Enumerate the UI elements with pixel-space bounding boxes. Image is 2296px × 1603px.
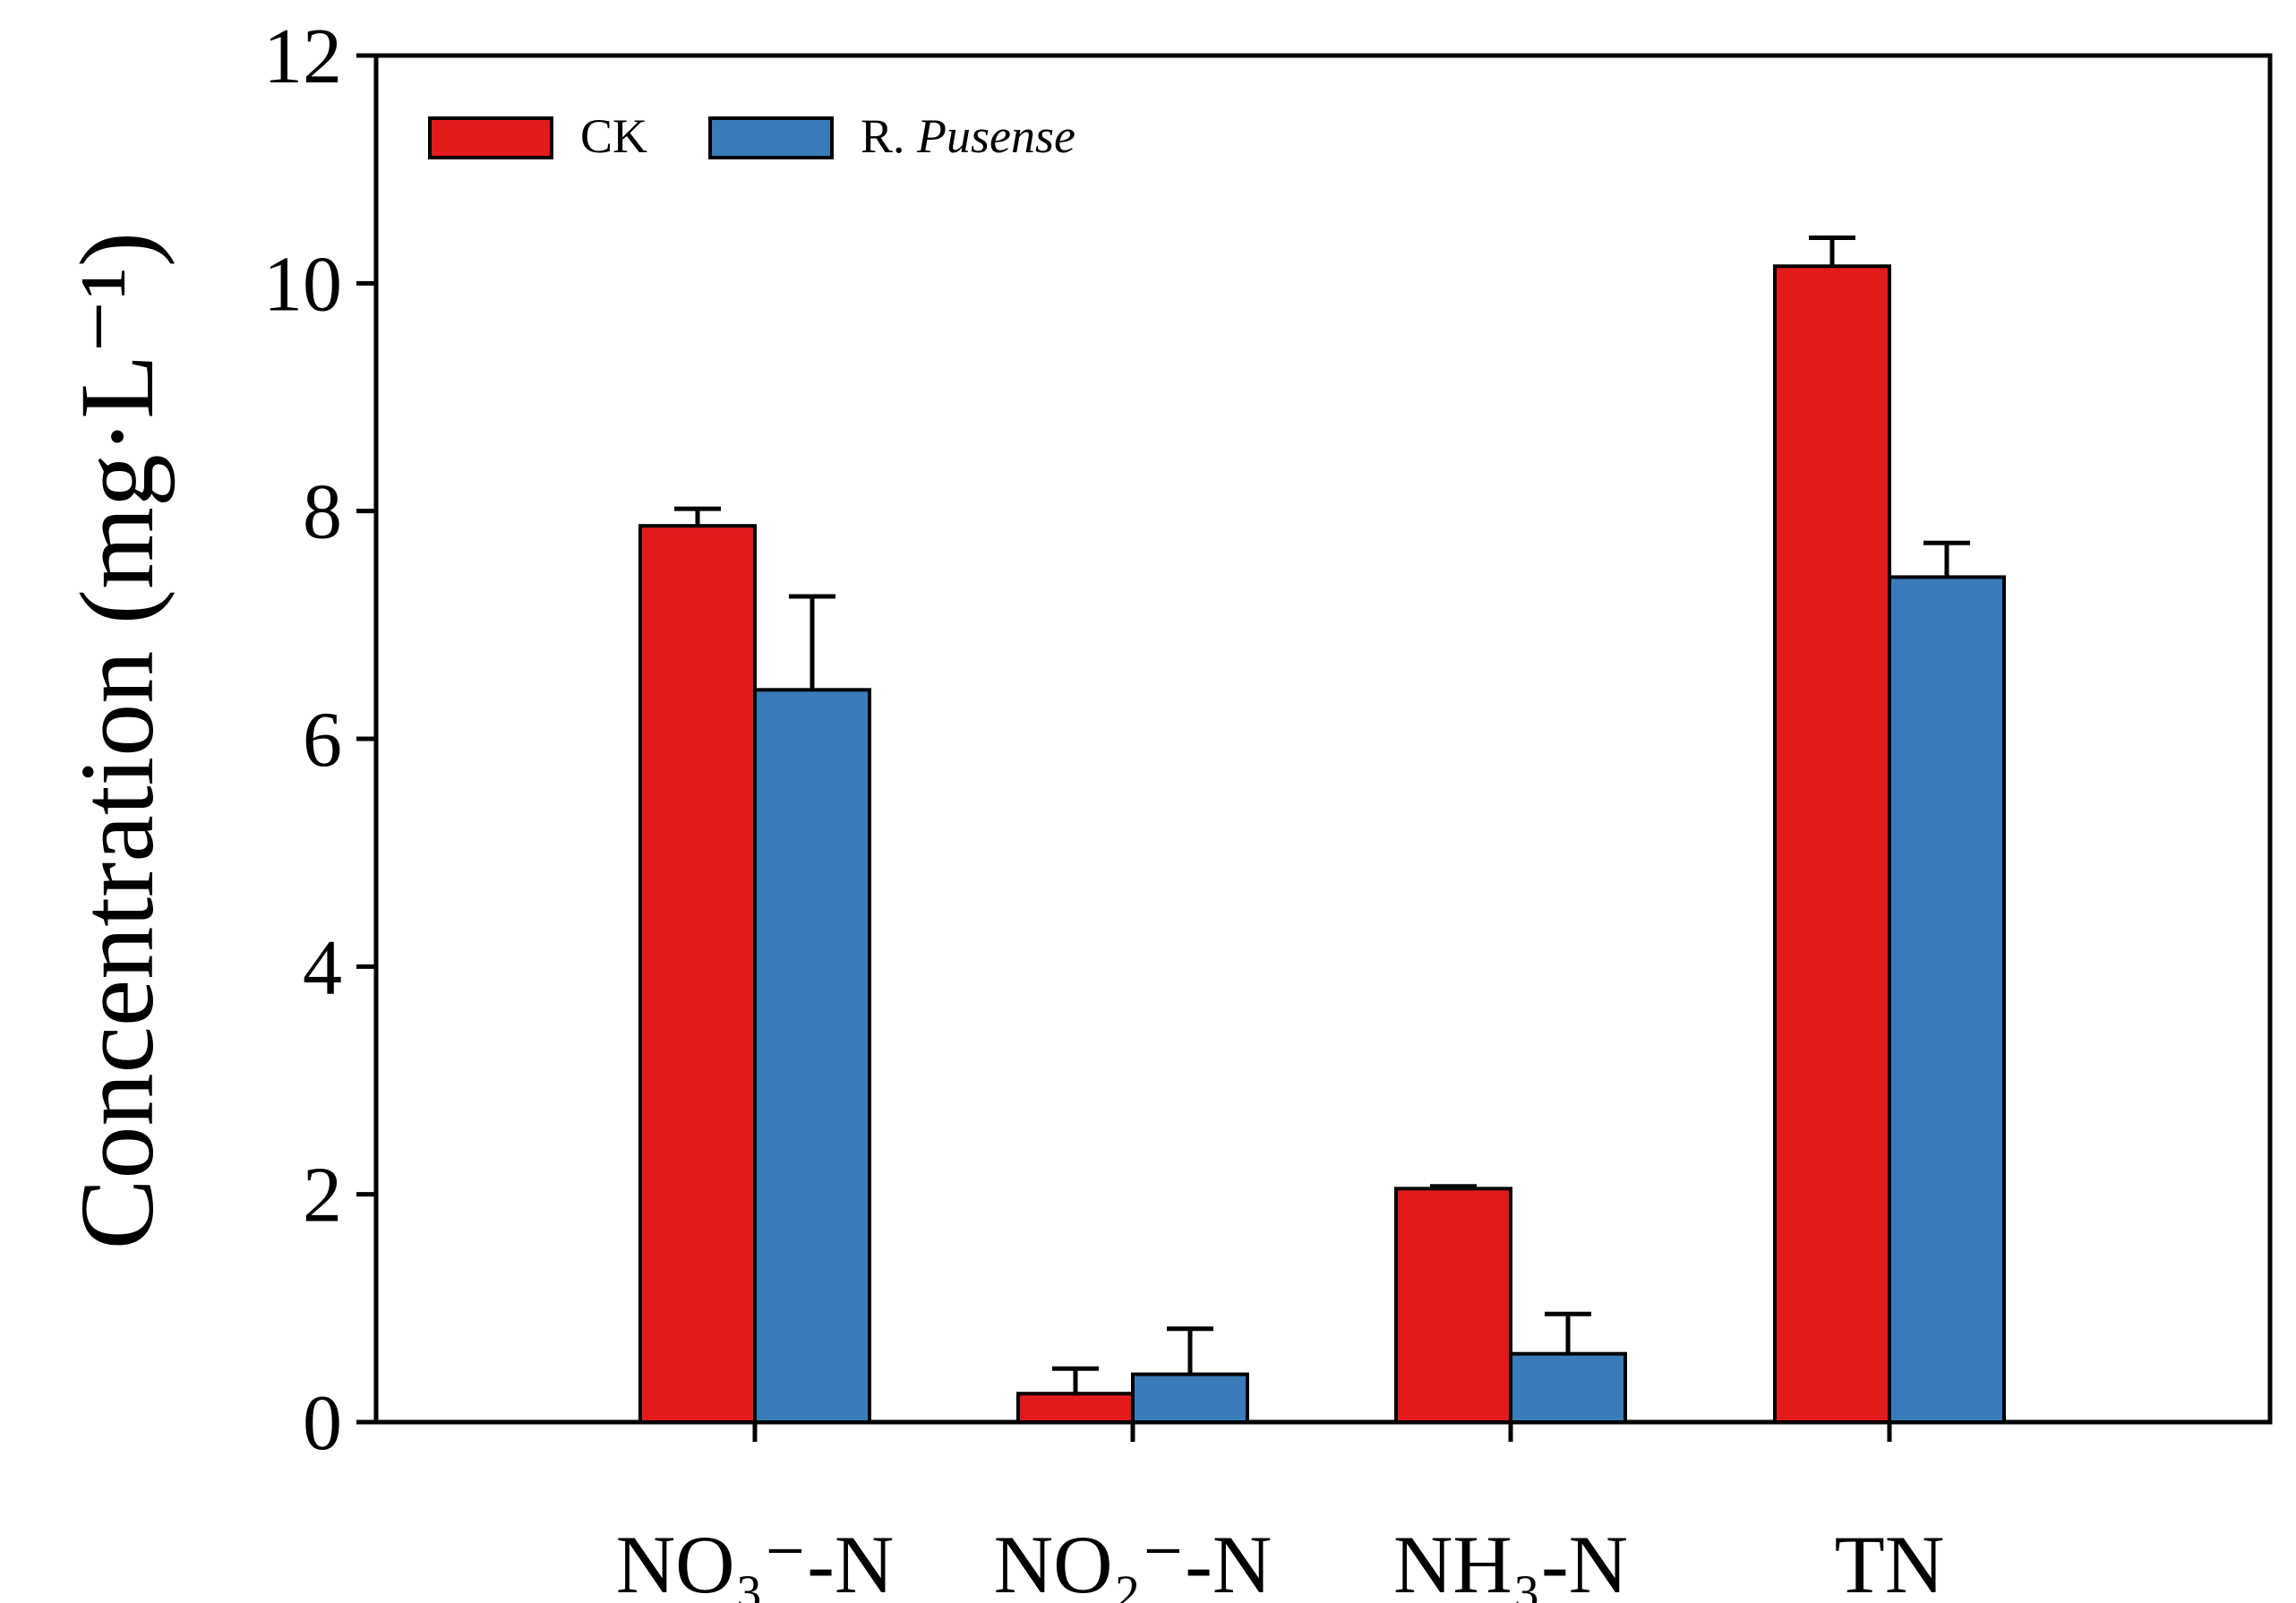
x-tick-label: NO₃⁻-N — [616, 1519, 895, 1603]
legend: CK R. Pusense — [428, 109, 1075, 163]
legend-label: R. Pusense — [861, 109, 1075, 163]
y-tick-label: 10 — [263, 241, 342, 328]
bar-r-pusense-3 — [1888, 575, 2006, 1424]
x-tick-label: NO₂⁻-N — [994, 1519, 1272, 1603]
x-tick-label: NH₃-N — [1393, 1519, 1628, 1603]
bar-ck-0 — [638, 524, 757, 1424]
bars-group — [638, 235, 2006, 1425]
y-tick-label: 0 — [303, 1380, 342, 1467]
bar-ck-1 — [1016, 1392, 1135, 1425]
bar-r-pusense-1 — [1131, 1372, 1249, 1424]
y-tick-label: 4 — [303, 924, 342, 1011]
legend-item-r-pusense: R. Pusense — [708, 109, 1075, 163]
y-axis: 0 2 4 6 8 10 12 — [263, 13, 376, 1467]
bar-ck-3 — [1773, 264, 1891, 1425]
x-tick-label: TN — [1835, 1519, 1945, 1603]
bar-ck-2 — [1394, 1187, 1512, 1425]
legend-swatch — [708, 116, 834, 159]
bar-r-pusense-0 — [753, 688, 871, 1424]
legend-label: CK — [580, 109, 647, 163]
legend-item-ck: CK — [428, 109, 647, 163]
y-tick-label: 12 — [263, 13, 342, 100]
y-tick-label: 8 — [303, 469, 342, 556]
y-tick-label: 2 — [303, 1153, 342, 1239]
y-axis-label: Concentration (mg·L⁻¹) — [58, 232, 176, 1249]
y-tick-label: 6 — [303, 697, 342, 784]
x-axis: NO₃⁻-N NO₂⁻-N NH₃-N TN — [616, 1422, 1945, 1603]
bar-r-pusense-2 — [1509, 1351, 1627, 1424]
legend-swatch — [428, 116, 553, 159]
